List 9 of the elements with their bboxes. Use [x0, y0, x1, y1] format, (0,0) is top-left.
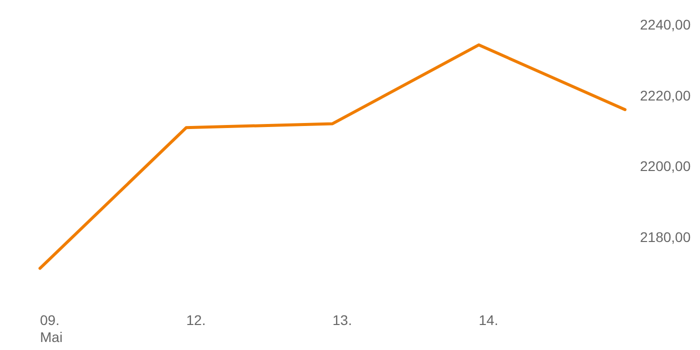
- y-tick-label: 2240,00: [640, 16, 691, 33]
- x-tick-label: 09. Mai: [40, 312, 63, 345]
- y-tick-label: 2200,00: [640, 158, 691, 174]
- line-series: [38, 43, 626, 270]
- x-tick-label: 12.: [186, 312, 206, 328]
- y-tick-label: 2180,00: [640, 228, 691, 245]
- y-tick-label: 2220,00: [640, 87, 691, 104]
- x-tick-label: 14.: [478, 312, 498, 328]
- x-tick-label: 13.: [332, 312, 352, 328]
